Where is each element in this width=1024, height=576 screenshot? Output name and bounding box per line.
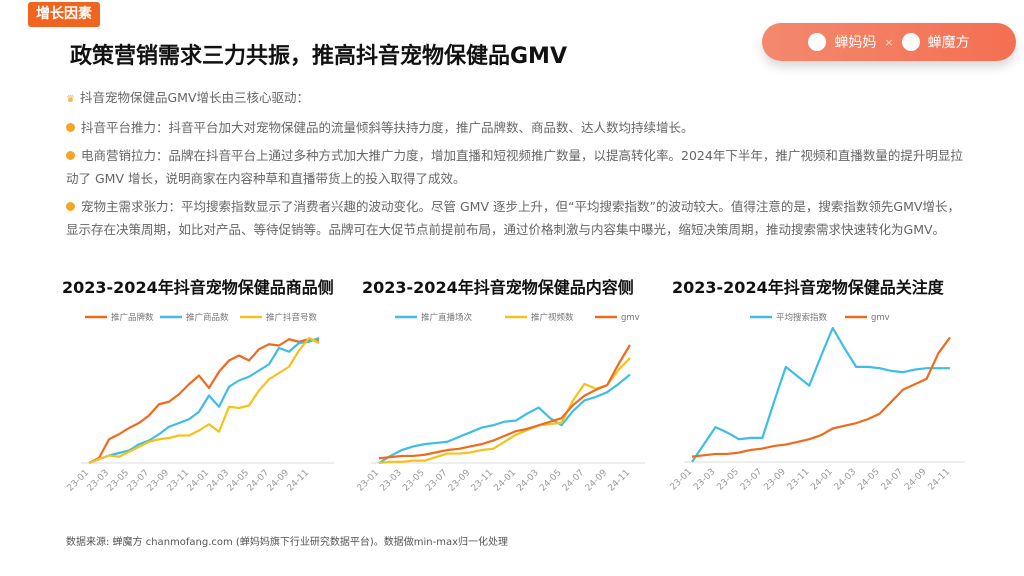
legend-label: 平均搜索指数: [776, 312, 828, 323]
x-tick-label: 23-11: [470, 468, 496, 494]
logo-separator: ×: [884, 35, 894, 49]
x-tick-label: 24-01: [809, 467, 835, 493]
x-tick-label: 23-11: [166, 468, 192, 494]
legend-label: 推广商品数: [186, 312, 229, 323]
x-tick-label: 24-07: [561, 468, 587, 494]
legend-label: 推广抖音号数: [266, 312, 318, 323]
x-tick-label: 24-05: [856, 467, 882, 493]
x-tick-label: 24-03: [833, 467, 859, 493]
x-tick-label: 23-01: [66, 468, 92, 494]
x-tick-label: 24-11: [286, 468, 312, 494]
page-title: 政策营销需求三力共振，推高抖音宠物保健品GMV: [70, 44, 567, 69]
x-tick-label: 23-05: [401, 468, 427, 494]
chart-svg: 23-0123-0323-0523-0723-0923-1124-0124-03…: [669, 312, 965, 493]
logo-left-text: 蝉妈妈: [834, 35, 877, 51]
x-tick-label: 23-07: [739, 467, 765, 493]
x-tick-label: 23-11: [786, 467, 812, 493]
x-tick-label: 24-05: [226, 468, 252, 494]
point-platform: 抖音平台推力：抖音平台加大对宠物保健品的流量倾斜等扶持力度，推广品牌数、商品数、…: [81, 120, 694, 135]
chart-title: 2023-2024年抖音宠物保健品商品侧: [62, 278, 334, 297]
x-tick-label: 24-07: [880, 467, 906, 493]
point-demand: 宠物主需求张力：平均搜索指数显示了消费者兴趣的波动变化。尽管 GMV 逐步上升，…: [66, 199, 960, 237]
legend-label: gmv: [621, 313, 640, 323]
chart-title: 2023-2024年抖音宠物保健品内容侧: [362, 278, 634, 297]
intro-text: 抖音宠物保健品GMV增长由三核心驱动：: [79, 90, 309, 105]
x-tick-label: 23-05: [106, 468, 132, 494]
section-badge: 增长因素: [28, 2, 100, 27]
x-tick-label: 24-11: [927, 467, 953, 493]
chanmama-logo-icon: [808, 33, 827, 51]
x-tick-label: 23-09: [762, 467, 788, 493]
x-tick-label: 23-07: [126, 468, 152, 494]
chart-attention: 23-01 23-03 23-05 23-07 23-09 23-11 24-01 24-03…: [660, 270, 970, 520]
x-tick-label: 24-05: [538, 468, 564, 494]
x-tick-label: 24-01: [186, 468, 212, 494]
chart-svg: 23-0123-0323-0523-0723-0923-1124-0124-03…: [66, 312, 334, 494]
x-tick-label: 24-03: [515, 468, 541, 494]
x-tick-label: 23-03: [86, 468, 112, 494]
brand-logo: 蝉妈妈 × 蝉魔方: [762, 23, 1016, 61]
x-tick-label: 24-09: [903, 467, 929, 493]
x-tick-label: 23-07: [424, 468, 450, 494]
x-tick-label: 24-09: [584, 468, 610, 494]
bullet-icon: [66, 151, 75, 160]
crown-icon: ♛: [66, 94, 75, 105]
point-marketing: 电商营销拉力：品牌在抖音平台上通过多种方式加大推广力度，增加直播和短视频推广数量…: [66, 148, 963, 186]
legend-label: gmv: [871, 313, 890, 323]
x-tick-label: 23-05: [715, 467, 741, 493]
chart-content-side: 23-01 23-03 23-05 23-07 23-09 23-11 24-01 24-03…: [350, 270, 660, 520]
chanmofang-logo-icon: [901, 33, 920, 51]
legend-label: 推广视频数: [531, 312, 574, 323]
data-source-note: 数据来源: 蝉魔方 chanmofang.com (蝉妈妈旗下行业研究数据平台)…: [66, 537, 508, 548]
series-line-1: [378, 357, 631, 465]
summary-text: ♛ 抖音宠物保健品GMV增长由三核心驱动： 抖音平台推力：抖音平台加大对宠物保健品…: [66, 86, 966, 246]
logo-right-text: 蝉魔方: [927, 35, 970, 51]
legend-label: 推广直播场次: [421, 312, 473, 323]
x-tick-label: 23-01: [669, 467, 695, 493]
legend-label: 推广品牌数: [111, 312, 154, 323]
series-line-2: [88, 336, 320, 465]
chart-product-side: 23-01 23-03 23-05 23-07 23-09 23-11 24-01 24-03…: [50, 270, 360, 520]
x-tick-label: 23-09: [447, 468, 473, 494]
x-tick-label: 24-11: [607, 468, 633, 494]
series-line-0: [691, 326, 950, 463]
x-tick-label: 23-01: [356, 468, 382, 494]
x-tick-label: 23-03: [378, 468, 404, 494]
series-line-0: [88, 338, 320, 464]
chart-svg: 23-0123-0323-0523-0723-0923-1124-0124-03…: [356, 312, 645, 494]
bullet-icon: [66, 202, 75, 211]
chart-title: 2023-2024年抖音宠物保健品关注度: [672, 278, 944, 297]
x-tick-label: 24-03: [206, 468, 232, 494]
x-tick-label: 24-01: [492, 468, 518, 494]
x-tick-label: 24-07: [246, 468, 272, 494]
bullet-icon: [66, 123, 75, 132]
series-line-1: [88, 336, 320, 465]
x-tick-label: 23-03: [692, 467, 718, 493]
